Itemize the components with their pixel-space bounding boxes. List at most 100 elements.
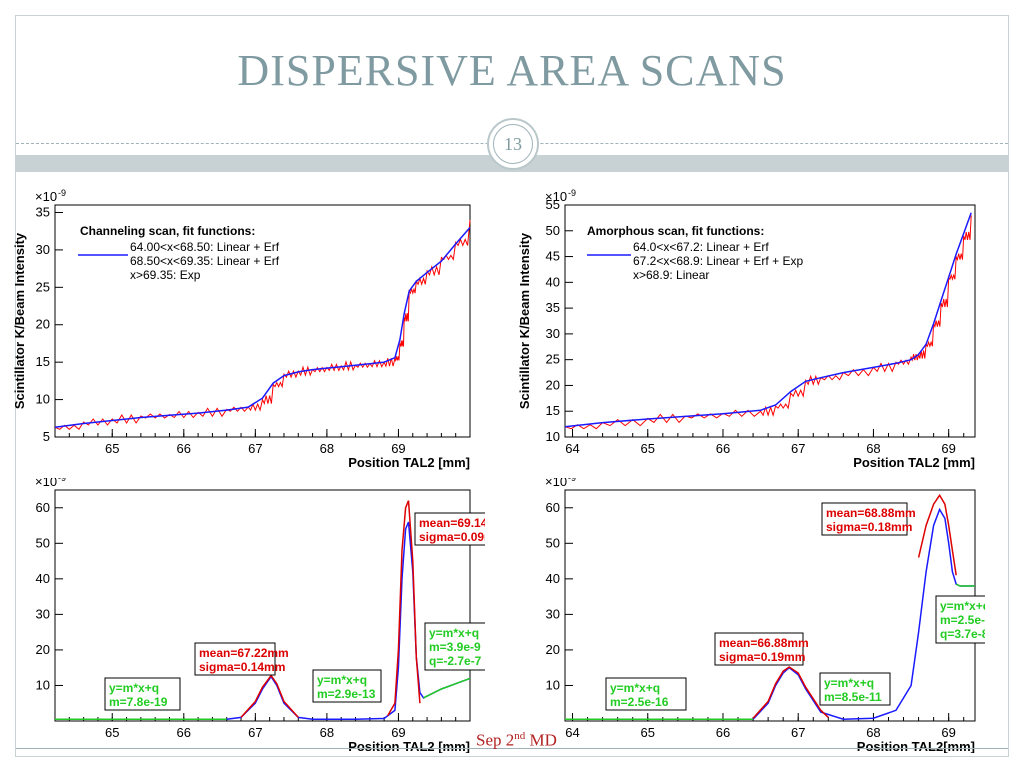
legend-entry: 68.50<x<69.35: Linear + Erf	[130, 254, 280, 268]
y-tick-label: 10	[36, 677, 50, 692]
x-tick-label: 64	[565, 725, 579, 740]
x-tick-label: 68	[320, 725, 334, 740]
fit-annotation-text: q=3.7e-8	[940, 627, 985, 641]
legend-entry: 67.2<x<68.9: Linear + Erf + Exp	[633, 254, 803, 268]
fit-annotation-text: sigma=0.14mm	[199, 660, 285, 674]
fit-annotation-box	[605, 677, 687, 711]
y-tick-label: 50	[36, 535, 50, 550]
y-tick-label: 20	[36, 317, 50, 332]
fit-annotation-text: m=2.5e-16	[610, 695, 669, 709]
y-tick-label: 35	[36, 204, 50, 219]
fit-annotation-text: mean=67.22mm	[199, 646, 289, 660]
x-tick-label: 65	[641, 441, 655, 456]
y-tick-label: 10	[546, 429, 560, 444]
plot-frame	[564, 204, 976, 438]
series-fitred-line	[919, 495, 957, 575]
legend-title: Amorphous scan, fit functions:	[587, 224, 764, 238]
series-fit-line	[565, 213, 971, 427]
y-tick-label: 30	[546, 326, 560, 341]
fit-annotation-box	[104, 677, 181, 711]
axis-exponent-power: -9	[58, 188, 66, 198]
y-tick-label: 30	[36, 606, 50, 621]
y-tick-label: 40	[36, 571, 50, 586]
y-axis-label: Scintillator K/Beam Intensity	[12, 232, 27, 409]
series-green-line	[956, 584, 975, 586]
x-tick-label: 66	[716, 441, 730, 456]
y-tick-label: 55	[546, 197, 560, 212]
y-tick-label: 30	[546, 606, 560, 621]
y-tick-label: 25	[36, 279, 50, 294]
fit-annotation-text: y=m*x+q	[940, 599, 985, 613]
fit-annotation-text: sigma=0.18mm	[826, 520, 912, 534]
footer-date: Sep 2	[476, 730, 515, 750]
plot-series	[565, 495, 975, 719]
x-tick-label: 68	[866, 441, 880, 456]
y-tick-label: 10	[546, 677, 560, 692]
axis-exponent-power: -9	[58, 478, 66, 483]
x-tick-label: 68	[320, 441, 334, 456]
series-data-line	[565, 215, 971, 428]
x-axis-label: Position TAL2[mm]	[857, 739, 975, 753]
fit-annotation-text: mean=68.88mm	[826, 506, 916, 520]
y-tick-label: 60	[36, 500, 50, 515]
page-number-badge: 13	[487, 118, 539, 170]
y-axis-label: Scintillator K/Beam Intensity	[517, 232, 532, 409]
fit-annotation-box	[194, 642, 276, 676]
series-fitred-line	[388, 501, 420, 716]
legend-entry: 64.0<x<67.2: Linear + Erf	[633, 240, 769, 254]
y-tick-label: 20	[36, 642, 50, 657]
slide-frame	[15, 15, 1009, 757]
fit-annotation-text: y=m*x+q	[317, 673, 367, 687]
x-tick-label: 69	[941, 725, 955, 740]
y-tick-label: 20	[546, 642, 560, 657]
page-number: 13	[493, 124, 533, 164]
x-tick-label: 68	[866, 725, 880, 740]
fit-annotation-text: m=2.5e-19	[940, 613, 985, 627]
legend-title: Channeling scan, fit functions:	[80, 224, 255, 238]
footer-date-suffix: nd	[514, 730, 526, 742]
axis-exponent-power: -9	[568, 188, 576, 198]
series-fit-line	[753, 510, 975, 720]
fit-annotation-box	[312, 669, 382, 703]
fit-annotation-box	[424, 622, 485, 671]
fit-annotation-text: sigma=0.09mm	[419, 530, 485, 544]
fit-annotation-box	[714, 632, 804, 666]
fit-annotation-text: m=3.9e-9	[429, 640, 481, 654]
plot-series	[55, 220, 470, 429]
axis-exponent: ×10	[35, 189, 57, 204]
fit-annotation-text: mean=69.14mm	[419, 516, 485, 530]
fit-annotation-text: m=8.5e-11	[824, 690, 882, 704]
axis-exponent: ×10	[545, 478, 567, 489]
series-fit-line	[55, 228, 470, 428]
x-tick-label: 67	[248, 725, 262, 740]
x-tick-label: 64	[565, 441, 579, 456]
axis-exponent: ×10	[35, 478, 57, 489]
y-tick-label: 35	[546, 300, 560, 315]
x-axis-label: Position TAL2 [mm]	[348, 455, 470, 470]
chart-channeling-intensity: 65 66 67 68 69 5 10 15 20 25 30 35×10 -9 Position TAL…	[12, 188, 485, 470]
footer-note: Sep 2nd MD	[476, 730, 557, 751]
y-tick-label: 45	[546, 249, 560, 264]
series-green-line	[424, 678, 471, 698]
footer-divider	[16, 748, 1008, 749]
chart-channeling-derivative: 65 66 67 68 69 10 20 30 40 50 60 ×10 -9 Position TAL2…	[35, 478, 485, 753]
x-axis-label: Position TAL2 [mm]	[348, 739, 470, 753]
fit-annotation-text: y=m*x+q	[824, 676, 874, 690]
axis-exponent-power: -9	[568, 478, 576, 483]
fit-annotation-box	[821, 502, 908, 536]
y-tick-label: 40	[546, 571, 560, 586]
chart-amorphous-intensity: 64 65 66 67 68 69 10 15 20 25 30 35 40 45 50 55×10 -9 Pos…	[517, 188, 976, 470]
y-tick-label: 5	[43, 429, 50, 444]
fit-annotation-text: sigma=0.19mm	[719, 650, 805, 664]
legend-entry: x>69.35: Exp	[130, 268, 201, 282]
plot-series	[565, 213, 971, 429]
y-tick-label: 20	[546, 377, 560, 392]
y-tick-label: 15	[546, 403, 560, 418]
x-tick-label: 69	[391, 725, 405, 740]
fit-annotation-text: y=m*x+q	[429, 626, 479, 640]
fit-annotation-text: y=m*x+q	[109, 681, 159, 695]
x-tick-label: 67	[248, 441, 262, 456]
fit-annotation-text: m=2.9e-13	[317, 687, 376, 701]
fit-annotation-text: m=7.8e-19	[109, 695, 168, 709]
x-tick-label: 66	[177, 441, 191, 456]
